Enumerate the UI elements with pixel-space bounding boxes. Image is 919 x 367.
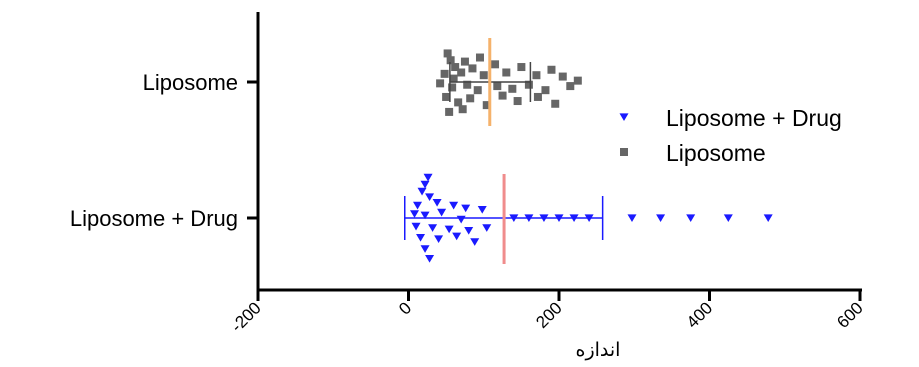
liposome-point xyxy=(547,65,556,74)
legend-marker-triangle xyxy=(619,113,629,122)
liposome-drug-point xyxy=(763,214,773,223)
liposome-point xyxy=(493,82,502,91)
liposome-drug-point xyxy=(723,214,733,223)
legend-label-drug: Liposome + Drug xyxy=(666,105,842,131)
liposome-point xyxy=(454,98,463,107)
liposome-point xyxy=(479,71,488,80)
category-label-liposome-drug: Liposome + Drug xyxy=(70,206,238,231)
liposome-point xyxy=(445,107,454,116)
liposome-drug-point xyxy=(444,225,454,234)
liposome-point xyxy=(498,91,507,100)
x-tick-label-0: -200 xyxy=(227,298,264,335)
liposome-point xyxy=(541,86,550,95)
liposome-point xyxy=(442,92,451,101)
liposome-drug-point xyxy=(686,214,696,223)
liposome-point xyxy=(473,86,482,95)
liposome-drug-point xyxy=(410,210,420,218)
liposome-drug-point xyxy=(449,201,459,210)
x-ticks: -200 0 200 400 600 xyxy=(227,290,867,336)
liposome-drug-point xyxy=(425,255,435,263)
liposome-point xyxy=(517,63,526,72)
legend: Liposome + Drug Liposome xyxy=(619,105,842,166)
liposome-point xyxy=(446,56,455,65)
liposome-point xyxy=(436,79,445,88)
liposome-series xyxy=(436,38,582,126)
legend-marker-square xyxy=(620,148,628,156)
liposome-point xyxy=(533,92,542,101)
liposome-point xyxy=(458,105,467,114)
liposome-drug-point xyxy=(434,235,444,244)
liposome-drug-point xyxy=(411,222,421,231)
liposome-drug-point xyxy=(477,206,487,214)
category-label-liposome: Liposome xyxy=(143,70,238,95)
liposome-point xyxy=(558,72,567,81)
liposome-point xyxy=(532,71,541,80)
liposome-point xyxy=(448,83,457,92)
legend-label-liposome: Liposome xyxy=(666,140,766,166)
liposome-drug-point xyxy=(656,214,666,223)
liposome-point xyxy=(451,63,460,72)
liposome-drug-point xyxy=(417,187,427,196)
x-tick-label-2: 200 xyxy=(532,298,565,331)
liposome-drug-point xyxy=(428,224,438,232)
liposome-point xyxy=(502,68,511,77)
axes: Liposome Liposome + Drug xyxy=(70,12,862,292)
liposome-drug-point xyxy=(482,224,492,232)
x-tick-label-1: 0 xyxy=(395,298,415,318)
liposome-point xyxy=(463,80,472,89)
liposome-drug-point xyxy=(437,208,447,217)
liposome-drug-point xyxy=(464,227,474,235)
x-tick-label-4: 600 xyxy=(833,298,866,331)
liposome-point xyxy=(468,64,477,73)
liposome-point xyxy=(466,94,475,103)
liposome-point xyxy=(475,53,484,62)
liposome-drug-point xyxy=(413,201,423,210)
liposome-drug-point xyxy=(627,214,637,223)
liposome-drug-series xyxy=(403,173,773,264)
x-axis-title: اندازه xyxy=(576,339,621,361)
liposome-point xyxy=(573,76,582,85)
liposome-point xyxy=(482,101,491,110)
liposome-point xyxy=(513,97,522,106)
liposome-point xyxy=(491,60,500,69)
liposome-point xyxy=(440,69,449,78)
liposome-drug-point xyxy=(432,199,442,207)
legend-triangle-mark xyxy=(619,113,629,122)
liposome-point xyxy=(449,74,458,83)
liposome-drug-point xyxy=(423,173,433,182)
liposome-point xyxy=(566,82,575,91)
liposome-point xyxy=(443,49,452,58)
liposome-drug-point xyxy=(452,232,462,241)
legend-square-mark xyxy=(620,148,628,156)
liposome-drug-point xyxy=(470,238,480,246)
liposome-drug-point xyxy=(420,211,430,220)
liposome-drug-point xyxy=(416,234,426,242)
liposome-point xyxy=(524,80,533,89)
x-tick-label-3: 400 xyxy=(683,298,716,331)
liposome-drug-point xyxy=(456,215,466,224)
liposome-point xyxy=(551,99,560,108)
liposome-drug-point xyxy=(461,204,471,213)
liposome-point xyxy=(460,57,469,66)
liposome-drug-point xyxy=(420,245,430,253)
liposome-point xyxy=(508,84,517,93)
liposome-point xyxy=(457,68,466,77)
liposome-drug-point xyxy=(420,180,430,189)
liposome-drug-point xyxy=(425,193,435,202)
